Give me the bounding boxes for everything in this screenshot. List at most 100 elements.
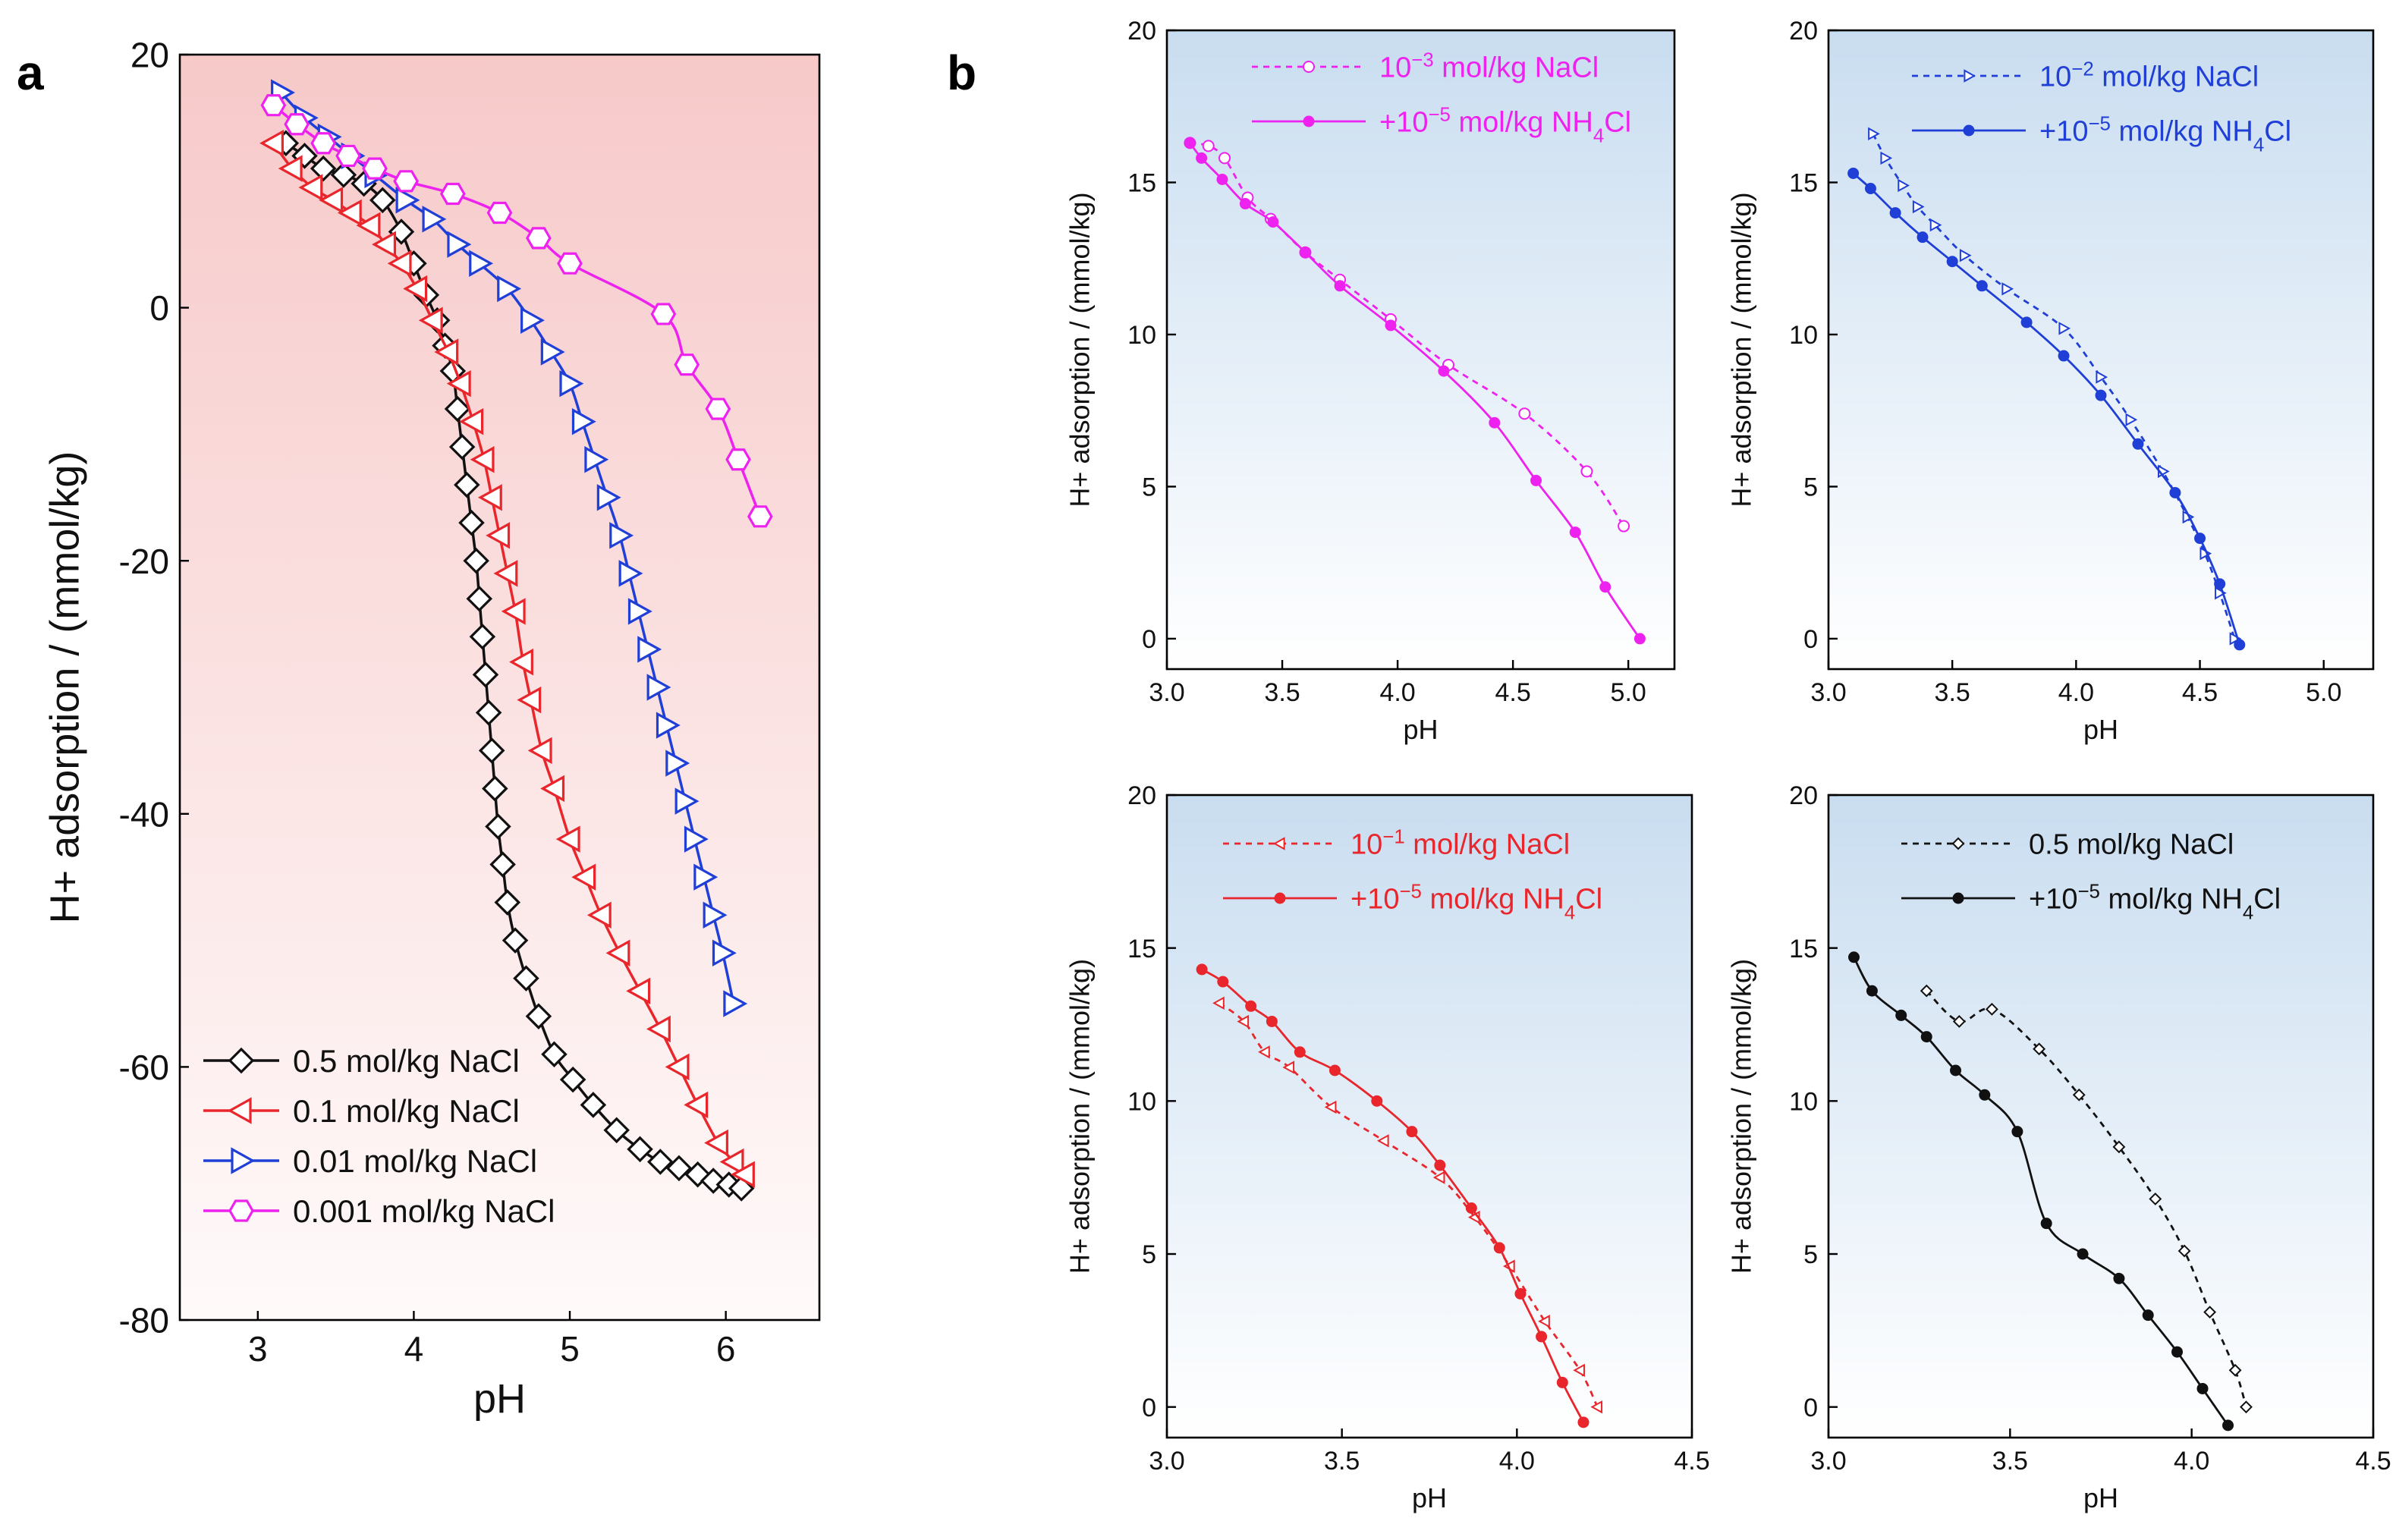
y-tick-label: 5 <box>1803 1240 1818 1269</box>
data-point <box>2112 1140 2126 1154</box>
data-point <box>337 199 362 227</box>
data-point <box>520 306 545 334</box>
x-axis-label: pH <box>473 1376 526 1422</box>
data-point <box>502 927 529 954</box>
chart-panel-a: 3 4 5 6 -80 -60 -40 -20 0 20 pH H+ adsorption / (mm… <box>42 36 821 1422</box>
data-point <box>637 636 662 663</box>
data-point <box>1202 140 1215 152</box>
chart-panel-b2: 3.0 3.5 4.0 4.5 5.0 0 5 10 15 20 pH H+ adsorption /… <box>1726 17 2375 745</box>
series-line-2 <box>1853 957 2229 1426</box>
data-point <box>1895 1009 1907 1021</box>
y-tick-label: 10 <box>1127 1088 1156 1117</box>
data-point <box>1216 173 1228 185</box>
data-point <box>475 699 502 726</box>
data-point <box>586 901 612 929</box>
legend-label-part: Cl <box>2264 116 2291 148</box>
data-point <box>2142 1309 2154 1322</box>
data-point <box>1952 1015 1966 1028</box>
data-point <box>1556 1376 1568 1388</box>
data-point <box>2040 1218 2052 1230</box>
panel-label-b: b <box>947 46 976 100</box>
data-point <box>489 851 516 878</box>
data-point <box>2177 1244 2191 1258</box>
data-point <box>540 338 565 366</box>
plot-background <box>1828 30 2373 669</box>
x-tick-label: 4 <box>404 1329 424 1369</box>
x-tick-label: 3.5 <box>1324 1447 1360 1476</box>
series-line-4 <box>272 104 762 517</box>
data-point <box>647 1149 674 1175</box>
x-tick-label: 4.5 <box>1674 1447 1709 1476</box>
data-point <box>1538 1315 1550 1328</box>
data-point <box>2203 1306 2217 1319</box>
data-point <box>1385 319 1397 332</box>
data-point <box>513 965 539 992</box>
legend-label-part: 0.1 mol/kg NaCl <box>293 1093 520 1129</box>
data-point <box>1864 182 1876 194</box>
y-axis-label: H+ adsorption / (mmol/kg) <box>1064 959 1096 1274</box>
data-point <box>403 275 428 303</box>
data-point <box>1493 1242 1505 1254</box>
data-point <box>1633 633 1646 645</box>
data-point <box>1218 152 1231 165</box>
data-point <box>571 408 596 435</box>
legend-label-part: 0.5 mol/kg NaCl <box>2029 829 2234 861</box>
data-point <box>1530 474 1542 486</box>
data-point <box>705 398 731 420</box>
data-point <box>1196 152 1208 164</box>
x-tick-label: 3.5 <box>1935 678 1970 707</box>
data-point <box>393 170 419 193</box>
y-tick-label: 0 <box>149 288 169 328</box>
data-point <box>1929 218 1942 232</box>
data-point <box>1916 231 1929 244</box>
data-point <box>584 446 609 473</box>
data-point <box>596 484 621 511</box>
data-point <box>387 250 412 277</box>
x-tick-label: 4.5 <box>2182 678 2218 707</box>
y-axis-label: H+ adsorption / (mmol/kg) <box>1726 192 1757 507</box>
x-tick-label: 3.0 <box>1149 1447 1184 1476</box>
data-point <box>1898 178 1910 193</box>
data-point <box>1979 1089 1991 1101</box>
data-point <box>310 132 337 155</box>
data-point <box>684 825 709 853</box>
legend: 10−1 mol/kg NaCl+10−5 mol/kg NH4Cl <box>1223 827 1602 924</box>
data-point <box>704 1129 728 1157</box>
data-point <box>650 303 677 325</box>
data-point <box>1376 1134 1389 1148</box>
legend-label-part: mol/kg NH <box>2111 116 2253 148</box>
y-tick-label: 5 <box>1803 473 1818 502</box>
data-point <box>1599 581 1611 593</box>
data-point <box>1920 984 1933 998</box>
data-point <box>2125 413 2138 426</box>
data-point <box>1282 1061 1295 1074</box>
data-point <box>1912 200 1925 214</box>
data-point <box>1217 976 1229 988</box>
data-point <box>486 201 513 225</box>
data-point <box>723 990 748 1017</box>
legend-label-part: +10 <box>1351 884 1399 916</box>
data-point <box>1868 127 1880 141</box>
series-line-1 <box>285 142 742 1190</box>
data-point <box>2072 1088 2086 1102</box>
data-point <box>284 113 310 136</box>
legend-label: 0.001 mol/kg NaCl <box>293 1193 555 1229</box>
legend-label: 10−2 mol/kg NaCl <box>2039 59 2259 93</box>
legend-marker <box>228 1047 255 1074</box>
y-tick-label: 20 <box>1789 781 1818 810</box>
data-point <box>674 354 700 376</box>
legend-label-part: 10 <box>1351 829 1382 861</box>
plot-frame <box>1165 794 1693 1439</box>
data-point <box>605 939 630 966</box>
data-point <box>2196 1382 2209 1394</box>
legend-marker <box>1952 892 1964 904</box>
x-tick-label: 3.0 <box>1149 678 1184 707</box>
legend-marker <box>1303 61 1315 73</box>
legend-label-part: 4 <box>2243 903 2253 924</box>
plot-background <box>180 55 819 1320</box>
legend-label: +10−5 mol/kg NH4Cl <box>2039 114 2291 156</box>
legend-marker <box>1274 892 1286 904</box>
data-point <box>684 1091 709 1119</box>
data-point <box>2096 370 2108 384</box>
y-tick-label: -40 <box>119 794 169 834</box>
